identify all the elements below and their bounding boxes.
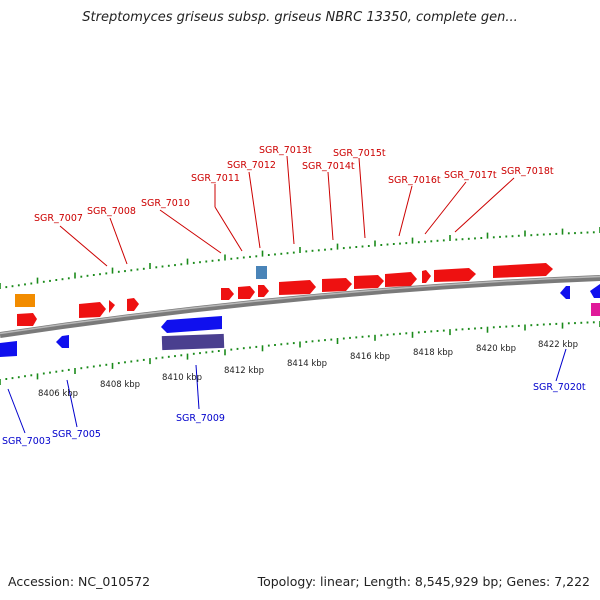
label-sgr-7020t[interactable]: SGR_7020t	[533, 382, 586, 393]
gene-sgr-7020t[interactable]	[560, 286, 570, 299]
gene-sgr-7011[interactable]	[238, 286, 255, 299]
forward-label-lines	[59, 155, 515, 267]
tick-label-8420: 8420 kbp	[476, 344, 516, 354]
reverse-genes	[0, 284, 600, 357]
gene-sgr-7012[interactable]	[258, 285, 269, 297]
label-sgr-7011[interactable]: SGR_7011	[191, 173, 240, 184]
label-sgr-7014t[interactable]: SGR_7014t	[302, 161, 355, 172]
gene-sgr-7007[interactable]	[79, 302, 106, 318]
label-sgr-7015t[interactable]: SGR_7015t	[333, 148, 386, 159]
gene-sgr-7005[interactable]	[56, 335, 69, 348]
forward-labels: SGR_7007 SGR_7008 SGR_7010 SGR_7011 SGR_…	[34, 145, 554, 224]
label-sgr-7010[interactable]: SGR_7010	[141, 198, 190, 209]
tick-label-8422: 8422 kbp	[538, 340, 578, 350]
gene-sgr-7017t-a[interactable]	[422, 270, 431, 283]
feature-magenta[interactable]	[591, 303, 600, 316]
genome-backbone-highlight	[0, 275, 600, 335]
tick-label-8412: 8412 kbp	[224, 366, 264, 376]
tick-label-8414: 8414 kbp	[287, 359, 327, 369]
gene-sgr-7014t[interactable]	[322, 278, 352, 292]
label-sgr-7003[interactable]: SGR_7003	[2, 436, 51, 447]
genome-backbone	[0, 275, 600, 338]
lower-tick-track	[0, 321, 600, 385]
tick-label-8410: 8410 kbp	[162, 373, 202, 383]
label-sgr-7018t[interactable]: SGR_7018t	[501, 166, 554, 177]
label-sgr-7013t[interactable]: SGR_7013t	[259, 145, 312, 156]
gene-sgr-7003[interactable]	[0, 341, 17, 357]
gene-sgr-7021[interactable]	[590, 284, 600, 298]
gene-sgr-7006[interactable]	[17, 313, 37, 326]
gene-sgr-7010[interactable]	[221, 288, 234, 300]
gene-sgr-7008[interactable]	[109, 300, 115, 313]
gene-sgr-7015t[interactable]	[354, 275, 384, 289]
gene-sgr-7009-a[interactable]	[161, 316, 222, 333]
label-sgr-7005[interactable]: SGR_7005	[52, 429, 101, 440]
label-sgr-7007[interactable]: SGR_7007	[34, 213, 83, 224]
tick-label-8406: 8406 kbp	[38, 389, 78, 399]
gene-sgr-7013t[interactable]	[279, 280, 316, 295]
kbp-tick-labels: 8406 kbp 8408 kbp 8410 kbp 8412 kbp 8414…	[38, 340, 578, 399]
genome-title: Streptomyces griseus subsp. griseus NBRC…	[82, 10, 518, 25]
tick-label-8418: 8418 kbp	[413, 348, 453, 358]
gene-sgr-7008b[interactable]	[127, 298, 139, 311]
label-sgr-7009[interactable]: SGR_7009	[176, 413, 225, 424]
gene-sgr-7009[interactable]	[161, 333, 225, 351]
feature-steel[interactable]	[256, 266, 267, 279]
forward-genes	[17, 263, 553, 326]
gene-sgr-7016t[interactable]	[385, 272, 417, 287]
reverse-labels: SGR_7003 SGR_7005 SGR_7009 SGR_7020t	[2, 382, 586, 447]
reverse-label-lines	[7, 348, 567, 434]
upper-tick-track	[0, 227, 600, 289]
label-sgr-7012[interactable]: SGR_7012	[227, 160, 276, 171]
accession-text: Accession: NC_010572	[8, 574, 151, 589]
gene-sgr-7018t[interactable]	[493, 263, 553, 278]
tick-label-8416: 8416 kbp	[350, 352, 390, 362]
tick-label-8408: 8408 kbp	[100, 380, 140, 390]
gene-sgr-7017t[interactable]	[434, 268, 476, 282]
label-sgr-7017t[interactable]: SGR_7017t	[444, 170, 497, 181]
feature-orange[interactable]	[15, 294, 35, 307]
topology-text: Topology: linear; Length: 8,545,929 bp; …	[257, 574, 590, 589]
label-sgr-7016t[interactable]: SGR_7016t	[388, 175, 441, 186]
label-sgr-7008[interactable]: SGR_7008	[87, 206, 136, 217]
